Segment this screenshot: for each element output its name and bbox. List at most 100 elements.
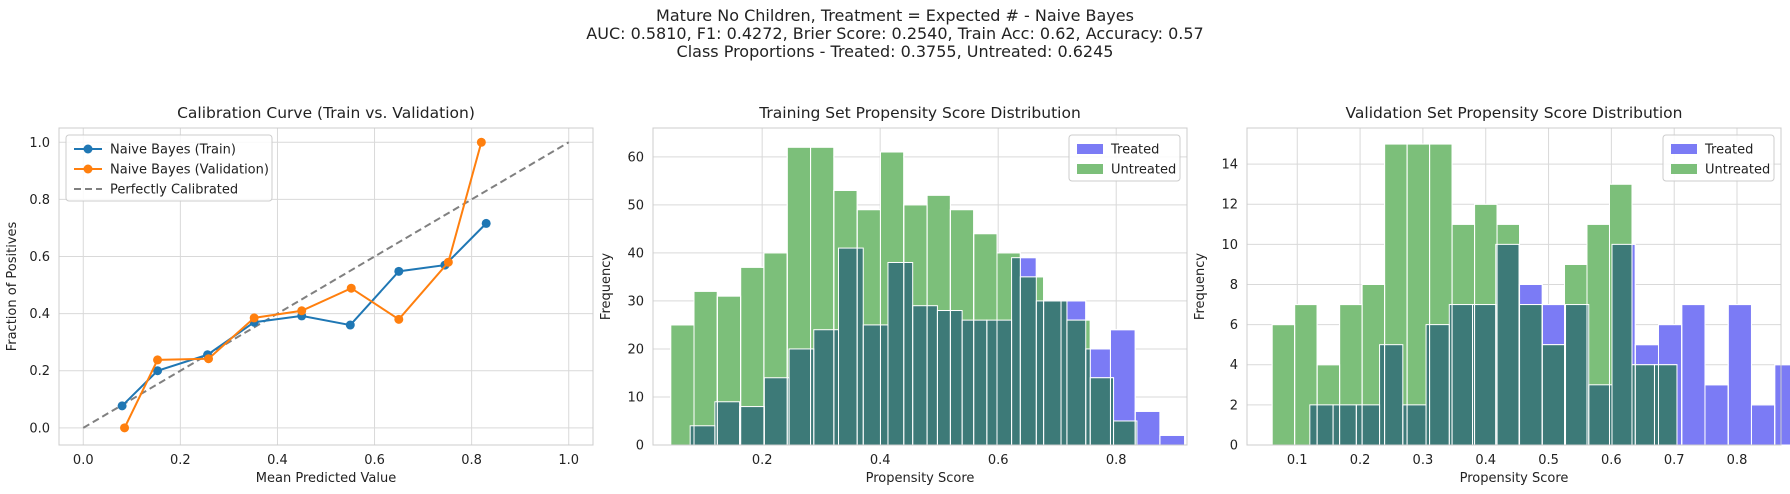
treated-bar xyxy=(1727,304,1752,446)
overlap-bar xyxy=(962,320,974,445)
y-tick-label: 0 xyxy=(636,439,644,454)
overlap-bar xyxy=(1452,304,1473,445)
overlap-bar xyxy=(1565,304,1588,445)
y-tick-label: 4 xyxy=(1230,358,1238,373)
train-point xyxy=(153,366,163,376)
chart-title-3: Validation Set Propensity Score Distribu… xyxy=(1346,104,1683,122)
validation-point xyxy=(476,137,486,147)
chart-title-1: Calibration Curve (Train vs. Validation) xyxy=(177,104,475,122)
y-tick-label: 10 xyxy=(627,390,644,405)
treated-bar xyxy=(1704,384,1729,446)
y-tick-label: 0.4 xyxy=(29,307,50,322)
train-point xyxy=(394,266,404,276)
overlap-bar xyxy=(1061,300,1067,445)
overlap-bar xyxy=(1609,384,1613,445)
y-tick-label: 12 xyxy=(1221,198,1238,213)
y-axis-label-3: Frequency xyxy=(1193,253,1208,320)
overlap-bar xyxy=(1384,344,1403,445)
x-tick-label: 0.2 xyxy=(752,453,773,468)
overlap-bar xyxy=(1658,364,1677,445)
legend-marker xyxy=(83,144,93,154)
y-axis-label-2: Frequency xyxy=(599,253,614,320)
overlap-bar xyxy=(903,262,913,445)
train-point xyxy=(117,401,127,411)
legend-marker xyxy=(83,164,93,174)
x-tick-label: 0.8 xyxy=(1727,453,1748,468)
y-tick-label: 30 xyxy=(627,294,644,309)
x-axis-label-3: Propensity Score xyxy=(1460,471,1569,486)
y-tick-label: 50 xyxy=(627,198,644,213)
overlap-bar xyxy=(1635,364,1655,445)
overlap-bar xyxy=(950,310,963,445)
train-point xyxy=(481,218,491,228)
overlap-bar xyxy=(997,320,1012,445)
x-tick-label: 0.3 xyxy=(1413,453,1434,468)
x-axis-label-1: Mean Predicted Value xyxy=(256,471,396,486)
overlap-bar xyxy=(1113,420,1136,445)
legend-swatch xyxy=(1671,144,1697,154)
overlap-bar xyxy=(1542,344,1565,445)
y-tick-label: 6 xyxy=(1230,318,1238,333)
overlap-bar xyxy=(1135,420,1137,445)
y-tick-label: 0 xyxy=(1230,439,1238,454)
treated-bar xyxy=(1774,364,1790,446)
overlap-bar xyxy=(1564,304,1566,445)
overlap-bar xyxy=(787,377,790,445)
suptitle-line-2: AUC: 0.5810, F1: 0.4272, Brier Score: 0.… xyxy=(586,24,1204,43)
plot-border xyxy=(1246,127,1782,446)
figure-suptitle: Mature No Children, Treatment = Expected… xyxy=(0,7,1790,61)
overlap-bar xyxy=(863,324,881,445)
overlap-bar xyxy=(1036,300,1044,445)
overlap-bar xyxy=(880,324,888,445)
treated-bar xyxy=(1159,434,1186,446)
y-tick-label: 60 xyxy=(627,150,644,165)
overlap-bar xyxy=(927,305,938,445)
overlap-bar xyxy=(838,248,858,445)
overlap-bar xyxy=(1317,404,1334,445)
y-tick-label: 2 xyxy=(1230,398,1238,413)
overlap-bar xyxy=(887,262,904,445)
overlap-bar xyxy=(937,310,951,445)
overlap-bar xyxy=(1110,377,1114,445)
legend-swatch xyxy=(1671,164,1697,174)
overlap-bar xyxy=(986,320,998,445)
y-tick-label: 10 xyxy=(1221,238,1238,253)
x-tick-label: 0.6 xyxy=(1601,453,1622,468)
overlap-bar xyxy=(973,320,987,445)
overlap-bar xyxy=(690,425,695,445)
suptitle-line-1: Mature No Children, Treatment = Expected… xyxy=(656,6,1134,25)
x-tick-label: 0.0 xyxy=(73,453,94,468)
x-tick-label: 0.4 xyxy=(870,453,891,468)
validation-point xyxy=(249,313,259,323)
legend-swatch xyxy=(1077,144,1103,154)
overlap-bar xyxy=(1402,404,1408,445)
legend-swatch xyxy=(1077,164,1103,174)
overlap-bar xyxy=(1519,304,1543,445)
overlap-bar xyxy=(1090,377,1111,445)
perfect-calibration-line xyxy=(82,141,570,429)
overlap-bar xyxy=(1588,384,1610,445)
legend-label: Perfectly Calibrated xyxy=(110,183,238,198)
overlap-bar xyxy=(1066,320,1086,445)
x-tick-label: 0.8 xyxy=(461,453,482,468)
overlap-bar xyxy=(912,305,928,445)
legend-label: Treated xyxy=(1704,143,1753,158)
overlap-bar xyxy=(1020,276,1037,445)
overlap-bar xyxy=(1631,364,1636,445)
chart-title-2: Training Set Propensity Score Distributi… xyxy=(758,104,1081,122)
validation-point xyxy=(120,423,130,433)
overlap-bar xyxy=(764,377,788,445)
overlap-bar xyxy=(1474,304,1496,445)
overlap-bar xyxy=(1426,324,1430,445)
overlap-bar xyxy=(694,425,715,445)
y-tick-label: 40 xyxy=(627,246,644,261)
legend-label: Untreated xyxy=(1705,163,1770,178)
x-tick-label: 0.6 xyxy=(988,453,1009,468)
overlap-bar xyxy=(810,348,814,445)
treated-bar xyxy=(1750,404,1776,446)
plot-border xyxy=(652,127,1188,446)
y-tick-label: 20 xyxy=(627,342,644,357)
legend-label: Naive Bayes (Train) xyxy=(110,143,236,158)
validation-point xyxy=(346,283,356,293)
